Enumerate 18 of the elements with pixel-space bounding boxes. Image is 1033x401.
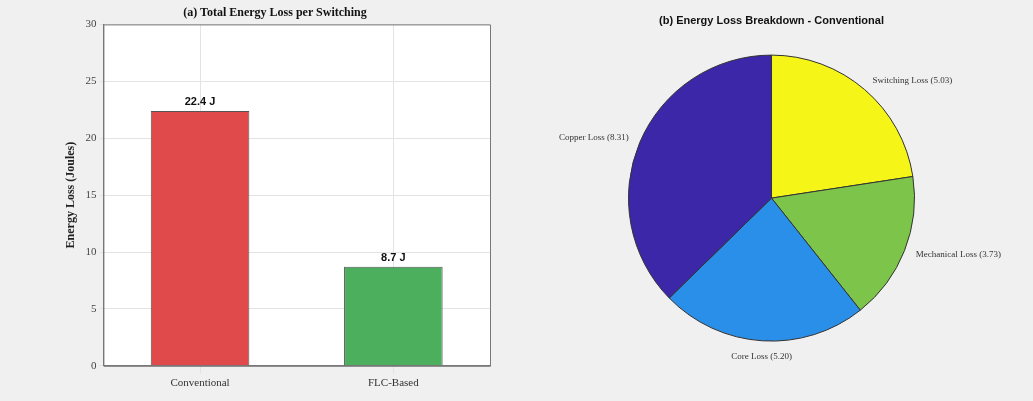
y-tick-label: 20 [85,131,97,144]
y-tick-label: 15 [85,187,97,200]
chart-title: (a) Total Energy Loss per Switching [183,5,367,20]
y-tick-label: 5 [90,301,97,314]
slice-label: Core Loss (5.20) [731,351,793,362]
y-tick-label: 25 [85,74,97,87]
data-label: 22.4 J [184,95,216,108]
y-axis-title: Energy Loss (Joules) [63,141,78,249]
slice-label: Switching Loss (5.03) [872,74,953,85]
y-tick-label: 30 [85,17,97,30]
chart-title: (b) Energy Loss Breakdown - Conventional [659,13,884,26]
x-tick-label: FLC-Based [367,376,420,389]
y-tick-label: 0 [90,358,97,371]
x-tick-label: Conventional [170,376,230,389]
data-label: 8.7 J [381,251,406,264]
y-tick-label: 10 [85,244,97,257]
slice-label: Mechanical Loss (3.73) [915,249,1001,260]
slice-label: Copper Loss (8.31) [558,132,629,143]
